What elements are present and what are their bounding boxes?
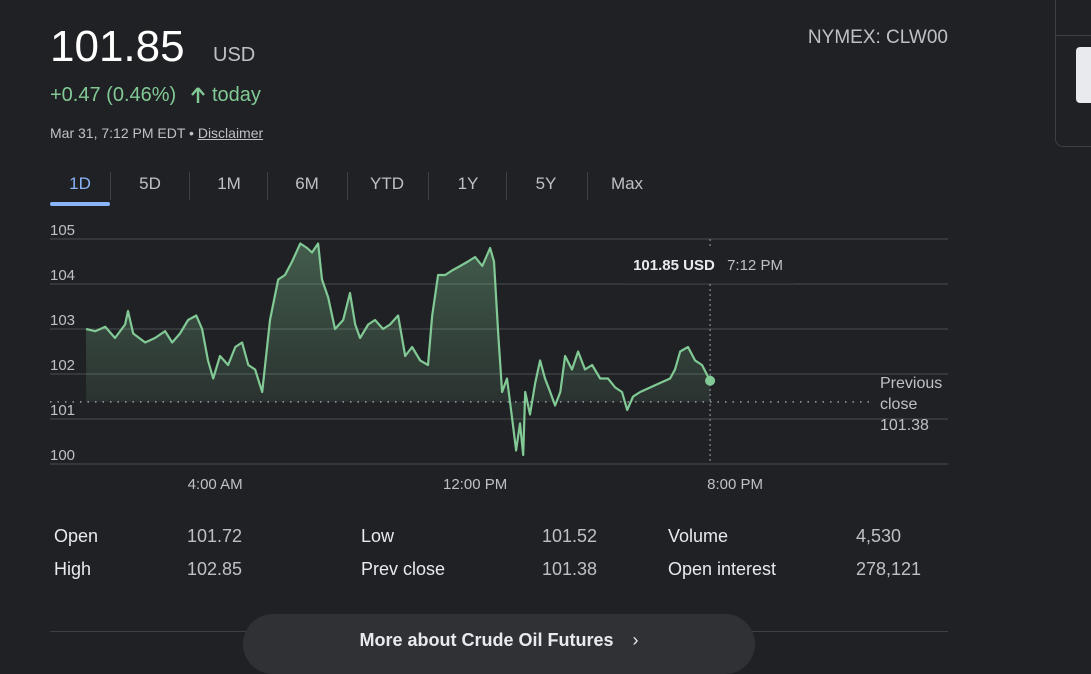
price-line bbox=[85, 242, 712, 457]
x-tick-label: 12:00 PM bbox=[443, 476, 507, 493]
stat-label: Open interest bbox=[668, 559, 777, 579]
timestamp: Mar 31, 7:12 PM EDT • Disclaimer bbox=[50, 125, 264, 141]
tab[interactable]: 1M bbox=[217, 174, 241, 193]
tab-separator bbox=[110, 172, 111, 200]
timestamp-text: Mar 31, 7:12 PM EDT bbox=[50, 125, 186, 141]
stat-label: Low bbox=[361, 526, 395, 546]
area bbox=[86, 243, 711, 455]
button-label: More about Crude Oil Futures bbox=[359, 630, 614, 650]
more-button[interactable]: More about Crude Oil Futures › bbox=[243, 614, 755, 674]
page: 101.85 USD +0.47 (0.46%) today Mar 31, 7… bbox=[50, 0, 1091, 674]
tab-separator bbox=[506, 172, 507, 200]
tab[interactable]: 5D bbox=[139, 174, 161, 193]
y-tick-label: 102 bbox=[50, 357, 75, 374]
exchange: NYMEX: CLW00 bbox=[807, 27, 948, 48]
change-suffix: today bbox=[212, 84, 261, 106]
up-arrow bbox=[191, 87, 205, 103]
tab-separator bbox=[189, 172, 190, 200]
last-point bbox=[705, 375, 716, 386]
x-tick-label: 8:00 PM bbox=[707, 476, 763, 493]
previous-close-value: 101.38 bbox=[880, 417, 929, 434]
tab[interactable]: 1D bbox=[69, 174, 91, 193]
stat-label: Open bbox=[54, 526, 99, 546]
tab-separator bbox=[428, 172, 429, 200]
change: +0.47 (0.46%) bbox=[50, 84, 177, 106]
y-tick-label: 104 bbox=[50, 267, 75, 284]
previous-close-label-line: close bbox=[880, 396, 917, 413]
previous-close-label: Previous close bbox=[880, 375, 942, 413]
tab-separator bbox=[587, 172, 588, 200]
price: 101.85 bbox=[50, 22, 185, 71]
tab-underline bbox=[50, 202, 110, 206]
stat-label: Volume bbox=[668, 526, 729, 546]
y-tick-label: 105 bbox=[50, 222, 75, 239]
tab[interactable]: 5Y bbox=[535, 174, 557, 193]
stat-value: 4,530 bbox=[856, 526, 902, 546]
tooltip-time: 7:12 PM bbox=[727, 257, 783, 274]
stat-value: 101.72 bbox=[187, 526, 243, 546]
currency: USD bbox=[213, 44, 256, 66]
tab[interactable]: 6M bbox=[295, 174, 319, 193]
chart: 100 101 102 103 104 105 4:00 AM 12:00 PM 8:00 PM… bbox=[50, 222, 948, 493]
tooltip-box bbox=[620, 246, 800, 284]
stat-value: 101.52 bbox=[542, 526, 598, 546]
side-card bbox=[1055, 0, 1091, 147]
tab[interactable]: 1Y bbox=[457, 174, 479, 193]
x-tick-label: 4:00 AM bbox=[188, 476, 243, 493]
stat-value: 101.38 bbox=[542, 559, 598, 579]
y-tick-label: 101 bbox=[50, 402, 75, 419]
stat-label: High bbox=[54, 559, 92, 579]
stat-label: Prev close bbox=[361, 559, 446, 579]
y-tick-label: 103 bbox=[50, 312, 75, 329]
stat-value: 102.85 bbox=[187, 559, 243, 579]
stat-value: 278,121 bbox=[856, 559, 922, 579]
tab[interactable]: Max bbox=[610, 174, 644, 193]
previous-close-label-line: Previous bbox=[880, 375, 942, 392]
y-tick-label: 100 bbox=[50, 447, 75, 464]
tab-separator bbox=[347, 172, 348, 200]
tooltip-price: 101.85 USD bbox=[633, 257, 715, 274]
tab-separator bbox=[267, 172, 268, 200]
disclaimer[interactable]: Disclaimer bbox=[197, 125, 264, 141]
tab[interactable]: YTD bbox=[370, 174, 404, 193]
